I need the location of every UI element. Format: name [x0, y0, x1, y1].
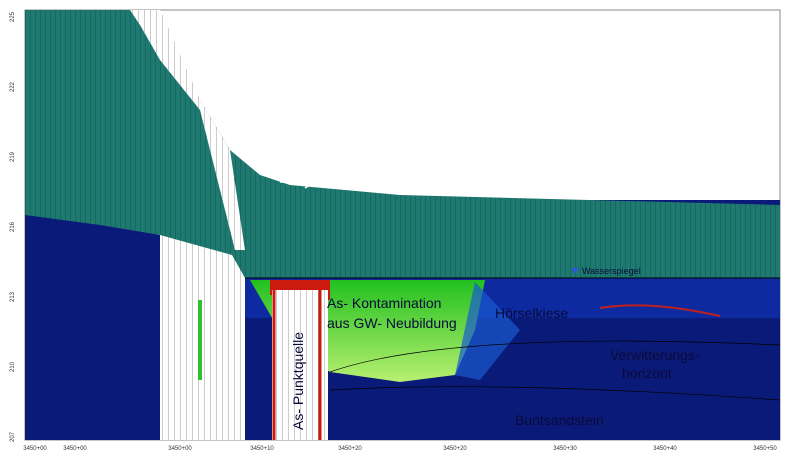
- tick-label: 3450+00: [23, 446, 47, 452]
- label: Wasserspiegel: [582, 266, 641, 276]
- label: As- Kontamination: [327, 295, 441, 311]
- tick-label: 216: [10, 221, 16, 232]
- tick-label: 210: [10, 361, 16, 372]
- label: horizont: [622, 365, 672, 381]
- plume-edge: [455, 282, 520, 380]
- tick-label: 3450+10: [250, 446, 274, 452]
- layer-line: [329, 340, 781, 373]
- label: Hörselkiese: [495, 305, 568, 321]
- tick-label: 213: [10, 291, 16, 302]
- tick-label: 3450+40: [653, 446, 677, 452]
- label: Verwitterungs-: [610, 347, 700, 363]
- arrow: [280, 175, 318, 189]
- tick-label: 222: [10, 81, 16, 92]
- green-streak: [198, 300, 202, 380]
- red-streak: [599, 304, 721, 317]
- tick-label: 3450+00: [168, 446, 192, 452]
- tick-label: 3450+50: [753, 446, 777, 452]
- tick-label: 3450+30: [553, 446, 577, 452]
- tick-label: 3450+00: [63, 446, 87, 452]
- layer-line: [329, 386, 781, 401]
- label: aus GW- Neubildung: [327, 315, 457, 331]
- tick-label: 207: [10, 431, 16, 442]
- unsaturated-zone: [25, 10, 780, 278]
- tick-label: 225: [10, 11, 16, 22]
- tick-label: 3450+20: [443, 446, 467, 452]
- tick-label: 219: [10, 151, 16, 162]
- label: Buntsandstein: [515, 412, 604, 428]
- label: As- Punktquelle: [290, 332, 306, 430]
- white-columns-top: [130, 10, 245, 250]
- tick-label: 3450+20: [338, 446, 362, 452]
- axis-ticks: 225 222 219 216 213 210 207 3450+00 3450+00 3450+…: [10, 11, 777, 452]
- water-symbol: [571, 268, 579, 274]
